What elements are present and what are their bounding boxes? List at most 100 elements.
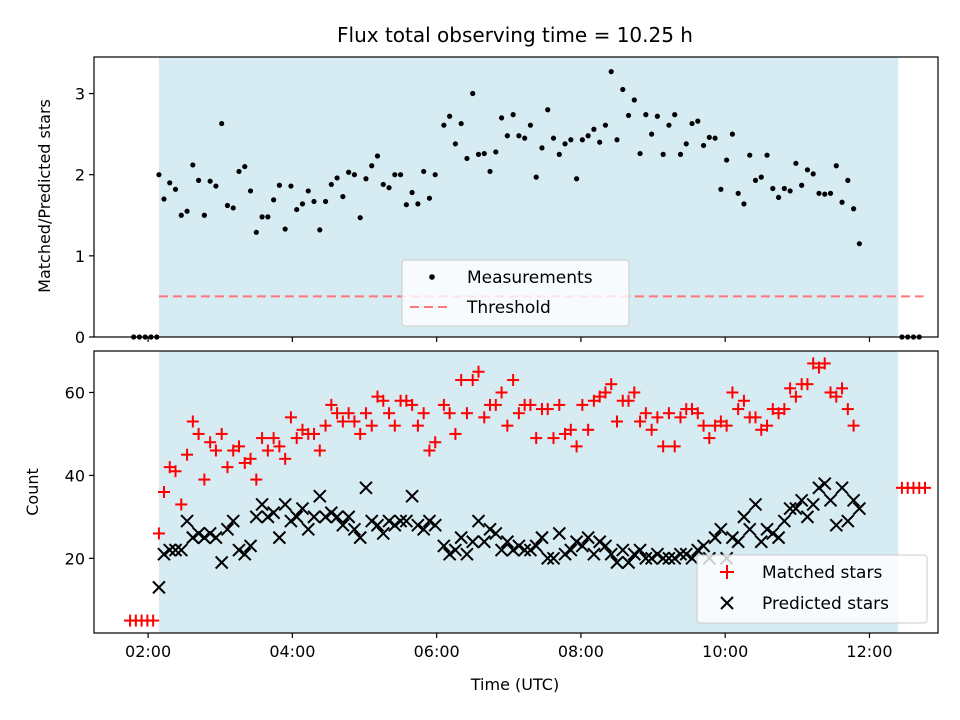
matched-point: [512, 407, 525, 420]
measurement-point: [545, 107, 551, 113]
measurement-point: [236, 168, 242, 175]
predicted-point: [558, 547, 572, 561]
matched-point: [175, 498, 188, 511]
predicted-point: [535, 530, 549, 545]
measurement-point: [470, 90, 476, 97]
measurement-point: [247, 188, 254, 194]
predicted-point: [168, 543, 183, 557]
predicted-point: [766, 526, 780, 541]
top-title: Flux total observing time = 10.25 h: [337, 23, 693, 47]
measurement-point: [579, 137, 585, 143]
measurement-point: [539, 145, 545, 151]
measurement-point: [522, 135, 528, 141]
matched-point: [279, 452, 292, 465]
measurement-point: [856, 241, 862, 247]
predicted-point: [841, 514, 855, 528]
matched-point: [847, 419, 860, 432]
measurement-point: [195, 177, 202, 183]
measurement-point: [845, 177, 851, 183]
measurement-point: [631, 97, 637, 103]
measurement-point: [833, 163, 839, 169]
predicted-point: [783, 501, 797, 516]
measurement-point: [608, 69, 614, 75]
predicted-point: [203, 526, 217, 541]
matched-point: [411, 419, 424, 432]
top-ytick-label: 1: [75, 247, 85, 266]
bottom-xtick-label: 08:00: [558, 642, 604, 661]
measurement-point: [822, 191, 828, 197]
matched-point: [157, 486, 170, 498]
top-y-axis: 0 1 2 3: [75, 85, 94, 347]
predicted-point: [266, 506, 281, 520]
measurement-point: [305, 188, 311, 194]
matched-point: [610, 415, 623, 428]
legend-matched-label: Matched stars: [762, 563, 882, 583]
measurement-point: [282, 226, 288, 232]
predicted-point: [448, 543, 463, 557]
measurement-point: [351, 172, 358, 178]
matched-point: [582, 423, 595, 436]
matched-point: [622, 394, 635, 407]
bottom-frame: [93, 350, 939, 634]
predicted-point: [186, 530, 200, 545]
measurement-point: [340, 193, 346, 200]
matched-point: [354, 427, 367, 440]
measurement-point: [706, 134, 712, 140]
predicted-point: [725, 530, 740, 545]
matched-point: [273, 440, 286, 453]
measurement-point: [666, 122, 672, 128]
predicted-point: [278, 497, 292, 512]
measurement-point: [729, 131, 736, 137]
matched-point: [789, 390, 802, 403]
legend-predicted-marker: [720, 596, 734, 610]
bottom-xtick-label: 02:00: [125, 642, 171, 661]
matched-point: [186, 415, 199, 428]
predicted-point: [673, 547, 688, 561]
matched-point: [256, 432, 269, 445]
predicted-point: [318, 510, 333, 524]
bottom-xtick-label: 04:00: [269, 642, 315, 661]
predicted-point: [284, 514, 298, 528]
measurement-point: [386, 185, 392, 191]
predicted-point: [846, 493, 861, 508]
predicted-point: [261, 510, 275, 524]
measurement-point: [374, 153, 381, 159]
measurement-point: [741, 201, 747, 207]
predicted-point: [437, 539, 451, 553]
predicted-point: [454, 530, 468, 545]
predicted-point: [388, 518, 402, 532]
measurement-point: [672, 112, 678, 118]
predicted-point: [610, 555, 624, 570]
predicted-point: [422, 514, 437, 528]
predicted-point: [163, 543, 177, 557]
measurement-point: [392, 172, 398, 178]
predicted-point: [428, 518, 442, 532]
matched-point: [541, 403, 554, 416]
bottom-points: [124, 357, 932, 627]
matched-point: [365, 419, 378, 432]
predicted-point: [800, 510, 815, 524]
measurement-point: [317, 227, 323, 233]
bottom-ytick-label: 20: [65, 549, 85, 568]
predicted-point: [731, 535, 745, 549]
measurement-point: [288, 183, 294, 189]
matched-point: [576, 398, 589, 411]
measurement-point: [712, 135, 718, 141]
matched-point: [726, 386, 739, 399]
predicted-point: [621, 555, 636, 570]
matched-point: [570, 440, 583, 453]
bottom-ytick-label: 40: [65, 466, 85, 485]
measurement-point: [299, 201, 306, 207]
measurement-point: [475, 151, 482, 157]
predicted-point: [255, 497, 269, 512]
predicted-point: [569, 535, 584, 549]
predicted-point: [506, 543, 520, 557]
predicted-point: [393, 514, 408, 528]
measurement-point: [207, 178, 213, 184]
measurement-point: [683, 141, 689, 147]
matched-point: [181, 448, 194, 461]
predicted-point: [552, 526, 566, 541]
measurement-point: [793, 160, 799, 166]
predicted-point: [835, 481, 849, 495]
